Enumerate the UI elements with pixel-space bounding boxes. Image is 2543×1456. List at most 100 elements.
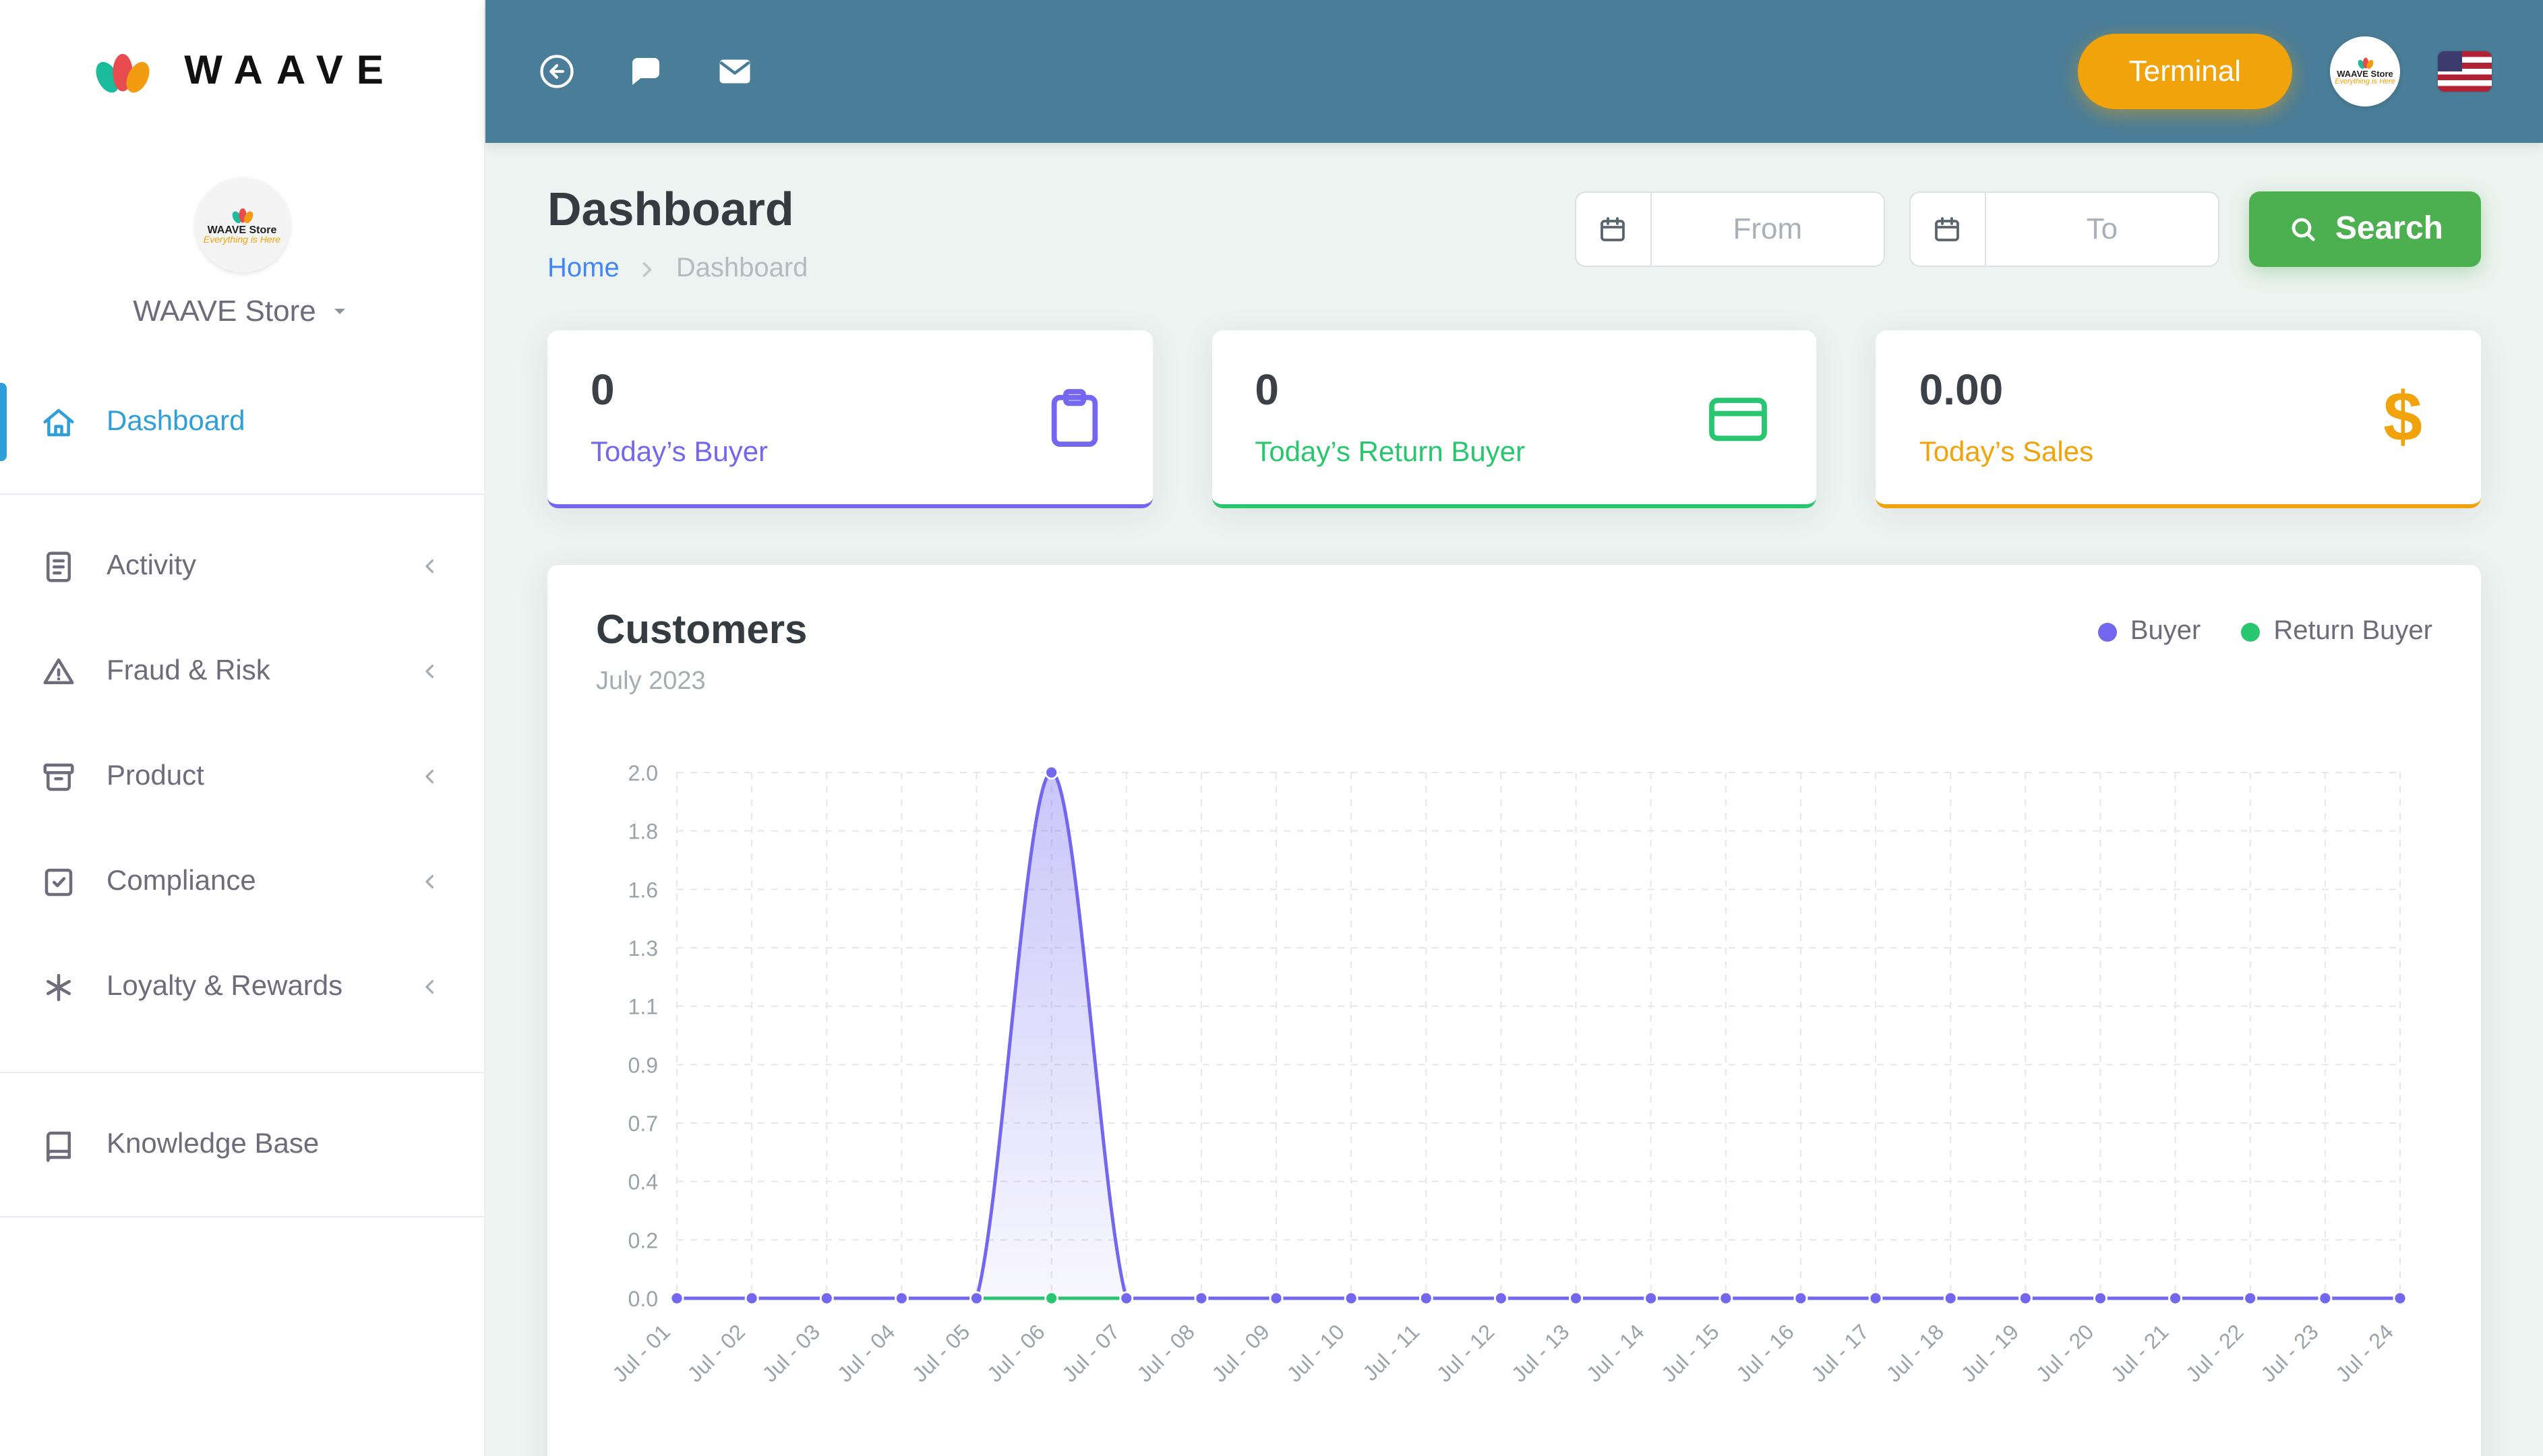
breadcrumb: Home Dashboard: [547, 253, 808, 284]
brand-name: WAAVE: [184, 49, 397, 93]
chart-legend: Buyer Return Buyer: [2097, 616, 2432, 647]
legend-dot: [2241, 622, 2261, 641]
svg-text:Jul - 01: Jul - 01: [607, 1319, 675, 1387]
chevron-right-icon: [643, 262, 653, 276]
svg-text:Jul - 13: Jul - 13: [1507, 1319, 1574, 1387]
svg-text:0.0: 0.0: [628, 1287, 658, 1311]
divider: [0, 493, 484, 495]
stat-card-todays-return-buyer: 0 Today’s Return Buyer: [1211, 330, 1817, 508]
waave-leaves-icon: [231, 208, 253, 223]
sidebar-item-label: Dashboard: [107, 406, 245, 437]
dollar-icon: $: [2383, 378, 2422, 456]
sidebar-item-label: Loyalty & Rewards: [107, 971, 343, 1002]
store-badge-tagline: Everything is Here: [2335, 78, 2395, 87]
sidebar-item-compliance[interactable]: Compliance: [0, 829, 484, 934]
svg-text:0.7: 0.7: [628, 1112, 658, 1136]
store-block: WAAVE Store Everything is Here WAAVE Sto…: [0, 143, 484, 329]
collapse-sidebar-icon[interactable]: [537, 51, 577, 92]
svg-text:Jul - 07: Jul - 07: [1057, 1319, 1125, 1387]
sidebar-item-product[interactable]: Product: [0, 724, 484, 829]
book-icon: [47, 1130, 71, 1161]
svg-text:Jul - 20: Jul - 20: [2031, 1319, 2099, 1387]
store-switcher[interactable]: WAAVE Store: [133, 294, 351, 329]
svg-text:Jul - 09: Jul - 09: [1207, 1319, 1274, 1387]
sidebar-item-fraud-risk[interactable]: Fraud & Risk: [0, 619, 484, 724]
page-content: Dashboard Home Dashboard: [485, 143, 2543, 1456]
date-filters: Search: [1574, 191, 2481, 267]
stat-card-todays-buyer: 0 Today’s Buyer: [547, 330, 1153, 508]
search-button-label: Search: [2335, 210, 2443, 247]
chevron-left-icon: [425, 559, 433, 573]
divider: [0, 1072, 484, 1073]
sidebar-item-label: Product: [107, 760, 204, 791]
search-button[interactable]: Search: [2248, 191, 2481, 267]
breadcrumb-home-link[interactable]: Home: [547, 253, 620, 283]
sidebar-item-label: Activity: [107, 550, 197, 581]
main-area: Terminal WAAVE Store Everything is Here …: [485, 0, 2543, 1456]
store-badge-tagline: Everything is Here: [203, 236, 281, 246]
chat-icon[interactable]: [626, 51, 666, 92]
legend-item-return-buyer[interactable]: Return Buyer: [2241, 616, 2432, 647]
us-flag-icon[interactable]: [2438, 51, 2492, 92]
topbar-actions: Terminal WAAVE Store Everything is Here: [2077, 34, 2492, 109]
sidebar-item-label: Compliance: [107, 866, 256, 897]
page-title: Dashboard: [547, 183, 794, 236]
calendar-icon[interactable]: [1576, 193, 1652, 266]
svg-text:0.9: 0.9: [628, 1053, 658, 1077]
waave-leaves-icon: [95, 54, 149, 93]
file-icon: [47, 551, 71, 582]
sidebar: WAAVE WAAVE Store Everything is Here WAA…: [0, 0, 485, 1456]
calendar-icon[interactable]: [1911, 193, 1986, 266]
sidebar-nav: Dashboard Activity Fraud & Risk Product: [0, 369, 484, 1236]
legend-item-buyer[interactable]: Buyer: [2097, 616, 2201, 647]
user-avatar[interactable]: WAAVE Store Everything is Here: [2330, 36, 2400, 107]
search-icon: [2292, 218, 2315, 241]
svg-text:Jul - 05: Jul - 05: [907, 1319, 975, 1387]
chevron-left-icon: [425, 665, 433, 678]
svg-text:1.3: 1.3: [628, 936, 658, 961]
chevron-left-icon: [425, 875, 433, 888]
stat-text: 0 Today’s Return Buyer: [1255, 365, 1525, 469]
svg-text:1.1: 1.1: [628, 995, 658, 1019]
chart-header: Customers July 2023 Buyer Return Buyer: [596, 608, 2432, 697]
svg-text:Jul - 18: Jul - 18: [1882, 1319, 1949, 1387]
mail-icon[interactable]: [715, 51, 755, 92]
store-name-label: WAAVE Store: [133, 294, 316, 328]
chart-title-block: Customers July 2023: [596, 608, 807, 697]
title-block: Dashboard Home Dashboard: [547, 183, 808, 284]
chart-title: Customers: [596, 608, 808, 653]
svg-text:0.4: 0.4: [628, 1170, 658, 1194]
svg-text:Jul - 10: Jul - 10: [1282, 1319, 1349, 1387]
brand-logo[interactable]: WAAVE: [0, 0, 484, 143]
stat-text: 0.00 Today’s Sales: [1919, 365, 2093, 469]
store-avatar[interactable]: WAAVE Store Everything is Here: [195, 178, 289, 272]
legend-dot: [2097, 622, 2117, 641]
svg-text:Jul - 04: Jul - 04: [833, 1319, 900, 1387]
chevron-down-icon: [334, 309, 346, 314]
alert-triangle-icon: [43, 657, 74, 684]
date-to-input[interactable]: [1985, 193, 2218, 266]
svg-text:0.2: 0.2: [628, 1228, 658, 1252]
stat-label: Today’s Buyer: [591, 437, 769, 468]
svg-text:Jul - 12: Jul - 12: [1432, 1319, 1499, 1387]
svg-text:Jul - 22: Jul - 22: [2181, 1319, 2248, 1387]
svg-text:Jul - 23: Jul - 23: [2256, 1319, 2323, 1387]
sidebar-item-label: Knowledge Base: [107, 1128, 320, 1159]
store-badge-title: WAAVE Store: [2337, 70, 2393, 80]
sidebar-item-loyalty-rewards[interactable]: Loyalty & Rewards: [0, 934, 484, 1039]
date-from-input[interactable]: [1651, 193, 1884, 266]
svg-text:Jul - 06: Jul - 06: [982, 1319, 1050, 1387]
clipboard-icon: [1039, 382, 1109, 452]
svg-text:Jul - 15: Jul - 15: [1656, 1319, 1724, 1387]
sidebar-item-knowledge-base[interactable]: Knowledge Base: [0, 1092, 484, 1197]
svg-text:1.6: 1.6: [628, 878, 658, 902]
waave-leaves-icon: [2357, 57, 2373, 69]
sidebar-item-activity[interactable]: Activity: [0, 514, 484, 619]
sidebar-item-dashboard[interactable]: Dashboard: [0, 369, 484, 475]
svg-text:1.8: 1.8: [628, 820, 658, 844]
terminal-button[interactable]: Terminal: [2077, 34, 2292, 109]
stat-label: Today’s Sales: [1919, 437, 2094, 468]
chevron-left-icon: [425, 770, 433, 783]
